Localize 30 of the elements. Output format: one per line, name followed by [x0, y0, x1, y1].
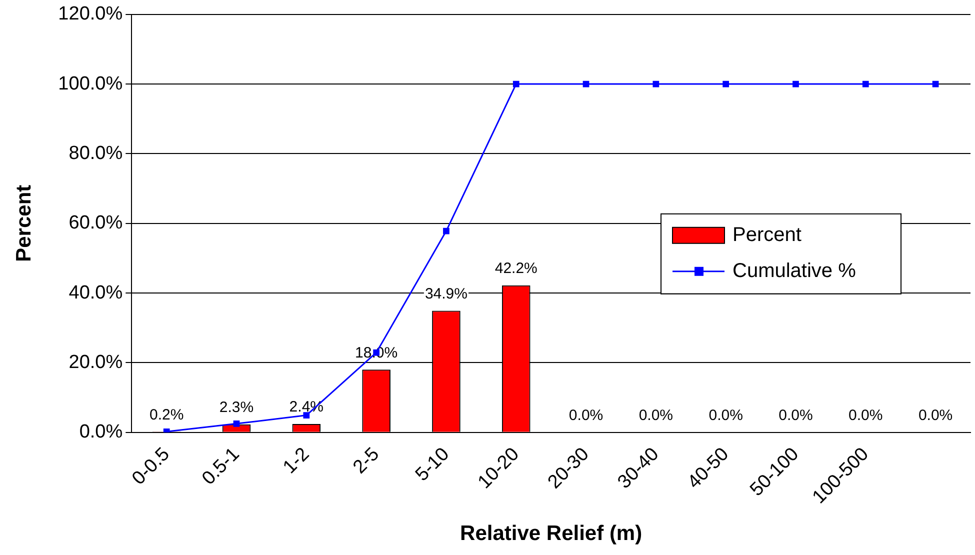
- x-axis-title: Relative Relief (m): [460, 522, 642, 546]
- y-tick-label: 40.0%: [68, 282, 123, 304]
- data-label: 42.2%: [494, 260, 538, 278]
- y-axis-title: Percent: [12, 184, 36, 262]
- point: [722, 80, 730, 88]
- point: [512, 80, 520, 88]
- legend-label: Percent: [732, 224, 802, 246]
- point: [862, 80, 869, 88]
- data-label: 0.0%: [638, 407, 674, 424]
- data-label: 0.0%: [848, 407, 883, 424]
- legend-label: Cumulative %: [732, 260, 856, 282]
- y-tick-label: 20.0%: [68, 352, 123, 373]
- x-tick-label: 1-2: [279, 444, 314, 478]
- y-tick-label: 0.0%: [79, 422, 123, 443]
- data-label: 0.0%: [778, 407, 813, 424]
- y-tick-label: 60.0%: [68, 212, 123, 234]
- data-label: 2.3%: [219, 399, 254, 416]
- data-label: 0.0%: [918, 407, 953, 424]
- data-label: 0.2%: [149, 406, 184, 424]
- y-tick-label: 120.0%: [58, 4, 123, 25]
- point: [233, 420, 240, 427]
- data-label: 0.0%: [568, 407, 604, 424]
- y-tick-label: 80.0%: [68, 142, 123, 164]
- y-tick-label: 100.0%: [58, 73, 123, 94]
- point: [792, 80, 799, 88]
- x-tick-label: 2-5: [349, 444, 384, 478]
- data-label: 0.0%: [708, 407, 743, 424]
- data-label: 34.9%: [424, 285, 468, 302]
- point: [443, 228, 450, 234]
- point: [652, 80, 660, 88]
